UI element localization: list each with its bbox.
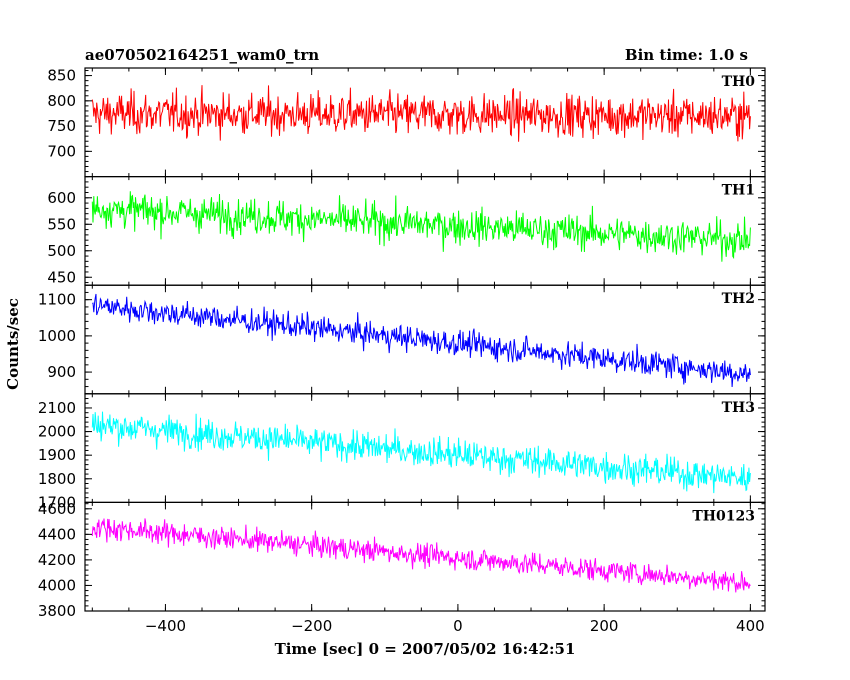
y-tick-label-th0123-3800: 3800 — [38, 602, 76, 620]
chart-title: ae070502164251_wam0_trn — [85, 46, 319, 64]
series-line-th0 — [91, 85, 751, 142]
y-tick-label-th1-600: 600 — [47, 189, 76, 207]
panel-label-th3: TH3 — [722, 400, 755, 416]
x-tick-label-200: 200 — [590, 617, 619, 635]
y-tick-label-th0123-4400: 4400 — [38, 525, 76, 543]
y-tick-label-th0-850: 850 — [47, 67, 76, 85]
x-tick-label--400: −400 — [145, 617, 186, 635]
y-tick-label-th0123-4200: 4200 — [38, 551, 76, 569]
y-tick-label-th3-2000: 2000 — [38, 423, 76, 441]
y-tick-label-th1-550: 550 — [47, 215, 76, 233]
y-tick-label-th0-700: 700 — [47, 142, 76, 160]
panel-frame-th1 — [84, 176, 766, 286]
series-line-th2 — [92, 293, 751, 388]
y-tick-label-th3-1800: 1800 — [38, 470, 76, 488]
y-tick-label-th2-1100: 1100 — [38, 291, 76, 309]
y-tick-label-th3-1700: 1700 — [38, 493, 76, 511]
y-tick-label-th0123-4000: 4000 — [38, 576, 76, 594]
panels-group: 700 750 800 850 TH0 450 500 550 600 TH1 900 1000 110… — [38, 67, 766, 635]
series-line-th1 — [91, 191, 751, 262]
series-line-th0123 — [91, 518, 751, 593]
y-tick-label-th0-800: 800 — [47, 92, 76, 110]
y-tick-label-th2-900: 900 — [47, 363, 76, 381]
panel-label-th1: TH1 — [722, 183, 755, 199]
x-tick-label-400: 400 — [736, 617, 765, 635]
panel-label-th0123: TH0123 — [692, 508, 755, 524]
panel-label-th0: TH0 — [722, 74, 756, 90]
x-axis-label: Time [sec] 0 = 2007/05/02 16:42:51 — [275, 640, 576, 658]
y-tick-label-th0123-4600: 4600 — [38, 500, 76, 518]
y-tick-label-th3-1900: 1900 — [38, 446, 76, 464]
y-tick-label-th2-1000: 1000 — [38, 327, 76, 345]
series-line-th3 — [91, 411, 751, 494]
y-axis-label: Counts/sec — [4, 298, 22, 390]
bin-time-label: Bin time: 1.0 s — [625, 46, 748, 64]
x-tick-label-0: 0 — [453, 617, 463, 635]
panel-label-th2: TH2 — [722, 291, 755, 307]
y-tick-label-th3-2100: 2100 — [38, 399, 76, 417]
y-tick-label-th1-500: 500 — [47, 242, 76, 260]
panel-frame-th0123 — [84, 501, 766, 612]
y-tick-label-th0-750: 750 — [47, 117, 76, 135]
y-tick-label-th1-450: 450 — [47, 268, 76, 286]
x-tick-label--200: −200 — [291, 617, 332, 635]
